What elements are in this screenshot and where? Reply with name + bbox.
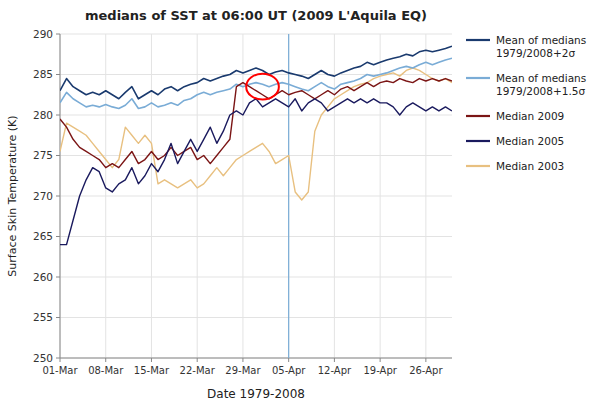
legend-label-line: 1979/2008+1.5σ [496, 85, 585, 97]
series-line [60, 58, 452, 108]
x-tick-label: 08-Mar [88, 365, 124, 376]
y-grid-line [60, 236, 452, 237]
chart: 250 255 260 265 270 275 280 285 290 01-Mar 08-Mar 1… [0, 0, 605, 411]
y-tick-label: 255 [33, 311, 53, 323]
x-tick [242, 358, 243, 362]
legend-label: Median 2005 [496, 135, 564, 147]
x-tick-label: 26-Apr [409, 365, 443, 376]
y-tick [56, 155, 60, 156]
y-grid-line [60, 317, 452, 318]
y-grid-line [60, 196, 452, 197]
x-tick [288, 358, 289, 362]
y-tick-label: 260 [33, 271, 53, 283]
legend-label-line: Median 2009 [496, 110, 564, 122]
y-tick [56, 74, 60, 75]
legend-label-line: Mean of medians [496, 72, 586, 84]
x-tick [105, 358, 106, 362]
x-grid-line [334, 34, 335, 358]
y-tick-label: 275 [33, 149, 53, 161]
legend-swatch [466, 165, 490, 167]
y-tick [56, 34, 60, 35]
vertical-line [288, 34, 289, 358]
highlight-ellipse [246, 74, 279, 100]
legend-swatch [466, 77, 490, 79]
x-tick-label: 12-Apr [318, 365, 352, 376]
x-grid-line [60, 34, 61, 358]
y-tick [56, 277, 60, 278]
legend-label: Mean of medians1979/2008+2σ [496, 34, 586, 59]
legend-swatch [466, 140, 490, 142]
x-axis-label: Date 1979-2008 [207, 387, 305, 401]
x-grid-line [105, 34, 106, 358]
legend-label-line: Mean of medians [496, 34, 586, 46]
y-tick-label: 250 [33, 352, 53, 364]
y-tick-label: 265 [33, 230, 53, 242]
y-grid-line [60, 358, 452, 359]
legend-label: Median 2003 [496, 160, 564, 172]
plot-area [60, 34, 452, 358]
x-grid-line [425, 34, 426, 358]
x-tick-label: 22-Mar [180, 365, 216, 376]
x-tick [151, 358, 152, 362]
y-tick [56, 358, 60, 359]
legend-label: Median 2009 [496, 110, 564, 122]
series-line [60, 99, 452, 245]
x-tick [425, 358, 426, 362]
x-grid-line [151, 34, 152, 358]
legend-label: Mean of medians1979/2008+1.5σ [496, 72, 586, 97]
y-tick-label: 270 [33, 190, 53, 202]
x-axis [60, 358, 452, 359]
x-tick [380, 358, 381, 362]
y-grid-line [60, 115, 452, 116]
legend-label-line: Median 2005 [496, 135, 564, 147]
legend-label-line: Median 2003 [496, 160, 564, 172]
grid [60, 34, 452, 358]
y-axis-label: Surface Skin Temperature (K) [6, 115, 19, 276]
y-tick [56, 115, 60, 116]
y-axis [60, 34, 61, 358]
x-tick [60, 358, 61, 362]
x-tick-label: 01-Mar [42, 365, 78, 376]
legend-swatch [466, 39, 490, 41]
y-tick-label: 285 [33, 68, 53, 80]
y-grid-line [60, 155, 452, 156]
x-tick [334, 358, 335, 362]
legend: Mean of medians1979/2008+2σMean of media… [466, 34, 586, 172]
x-grid-line [288, 34, 289, 358]
x-tick [197, 358, 198, 362]
x-tick-label: 05-Apr [272, 365, 306, 376]
y-tick [56, 196, 60, 197]
y-tick-label: 290 [33, 28, 53, 40]
x-tick-label: 29-Mar [225, 365, 261, 376]
y-tick [56, 317, 60, 318]
x-tick-label: 19-Apr [363, 365, 397, 376]
y-grid-line [60, 277, 452, 278]
title: medians of SST at 06:00 UT (2009 L'Aquil… [85, 8, 427, 23]
y-grid-line [60, 34, 452, 35]
y-tick [56, 236, 60, 237]
y-tick-label: 280 [33, 109, 53, 121]
legend-swatch [466, 115, 490, 117]
legend-label-line: 1979/2008+2σ [496, 47, 575, 59]
series-line [60, 68, 452, 200]
series-line [60, 79, 452, 168]
x-tick-label: 15-Mar [134, 365, 170, 376]
